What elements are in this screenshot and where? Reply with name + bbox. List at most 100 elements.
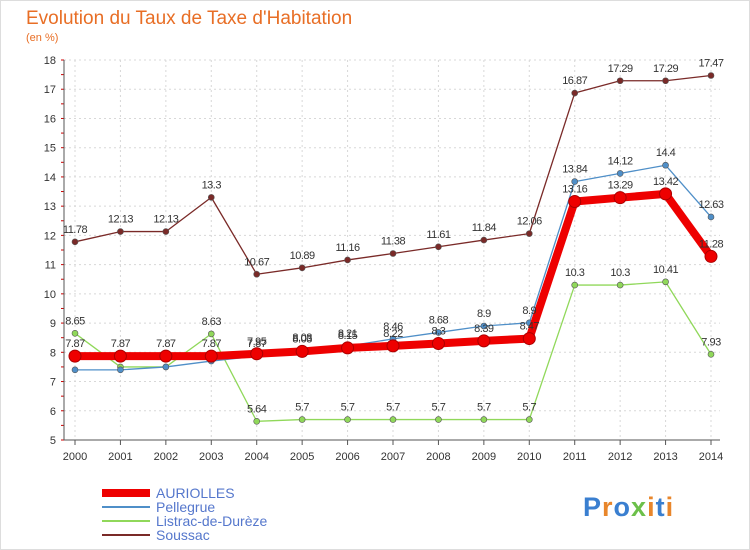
data-point [662,77,669,85]
data-label: 8.46 [383,321,403,333]
series-lines [68,72,718,425]
data-label: 5.7 [522,402,536,414]
data-point [298,264,306,272]
data-point [525,416,533,423]
data-point [480,322,488,330]
data-label: 12.63 [698,199,723,211]
plot-area [64,60,720,440]
data-label: 10.41 [653,264,678,276]
data-point [298,416,306,423]
y-tick-label: 10 [44,289,56,301]
logo-text: Proxiti [583,492,674,522]
chart-title: Evolution du Taux de Taxe d'Habitation [26,8,352,29]
x-tick-label: 2010 [517,451,541,463]
data-point [204,349,218,363]
data-point [207,330,215,338]
x-tick-label: 2004 [244,451,268,463]
data-label: 13.16 [562,183,587,195]
data-label: 7.93 [701,336,721,348]
y-tick-label: 7 [50,377,56,389]
data-label: 10.3 [610,267,630,279]
data-label: 5.7 [386,402,400,414]
data-label: 5.7 [432,402,446,414]
data-point [68,349,82,363]
y-tick-label: 13 [44,201,56,213]
data-point [659,187,673,201]
data-point [480,416,488,423]
axes: 5 6 7 8 9 10 11 12 13 14 15 16 17 18 2000 2001 2002 2003 2… [44,55,723,463]
data-point [707,72,715,79]
data-label: 8.08 [292,332,312,344]
data-point [344,416,351,423]
data-point [113,349,127,363]
data-point [344,256,351,264]
x-tick-label: 2013 [653,451,677,463]
data-labels: 7.87 7.87 7.87 7.87 7.95 8.03 8.15 8.22 8.3 8.39 8… [63,57,725,415]
y-tick-label: 18 [44,55,56,67]
data-label: 11.38 [381,236,406,248]
data-point [568,194,582,208]
x-tick-label: 2000 [63,451,87,463]
y-tick-label: 15 [44,143,56,155]
data-label: 8.65 [65,315,85,327]
x-tick-label: 2009 [472,451,496,463]
data-point [207,194,215,201]
data-point [477,334,491,348]
data-label: 17.29 [608,63,633,75]
data-label: 8.9 [522,305,536,317]
x-tick-label: 2012 [608,451,632,463]
x-tick-label: 2002 [154,451,178,463]
data-label: 7.95 [247,336,267,348]
data-point [480,236,488,244]
data-label: 16.87 [562,75,587,87]
x-tick-label: 2014 [699,451,723,463]
data-label: 5.7 [295,402,309,414]
data-label: 8.3 [432,326,446,338]
data-point [389,250,397,257]
data-point [341,341,355,355]
x-tick-label: 2011 [563,451,587,463]
data-label: 14.12 [608,155,633,167]
data-point [616,281,624,289]
data-point [704,249,718,263]
data-label: 5.7 [477,402,491,414]
y-tick-label: 14 [44,172,56,184]
data-label: 7.87 [65,338,85,350]
data-point [616,170,624,177]
data-point [253,417,261,425]
data-label: 8.03 [292,333,312,345]
data-point [159,349,173,363]
data-label: 12.06 [517,216,542,228]
data-label: 7.87 [111,338,131,350]
data-label: 11.28 [699,238,724,250]
data-point [522,332,536,346]
y-tick-label: 17 [44,84,56,96]
data-point [525,230,533,237]
x-tick-label: 2008 [426,451,450,463]
data-point [117,366,124,374]
data-point [71,238,79,246]
data-point [71,366,79,374]
data-label: 8.22 [383,328,403,340]
data-label: 11.84 [472,222,497,234]
x-tick-label: 2005 [290,451,314,463]
data-point [613,191,627,205]
data-point [435,329,442,336]
data-label: 7.87 [247,338,267,350]
data-point [571,89,579,97]
data-label: 11.78 [63,224,88,236]
data-point [707,213,715,221]
data-label: 13.29 [608,180,633,192]
data-label: 8.68 [429,314,449,326]
data-label: 13.3 [202,179,222,191]
data-label: 13.42 [653,176,678,188]
data-point [571,178,579,185]
data-label: 17.47 [698,57,723,69]
data-point [707,351,715,358]
data-point [162,228,170,235]
data-point [117,228,124,235]
data-label: 13.84 [562,164,587,176]
legend-label-3: Soussac [156,527,210,543]
legend: AURIOLLESPellegrueListrac-de-DurèzeSouss… [102,485,267,543]
